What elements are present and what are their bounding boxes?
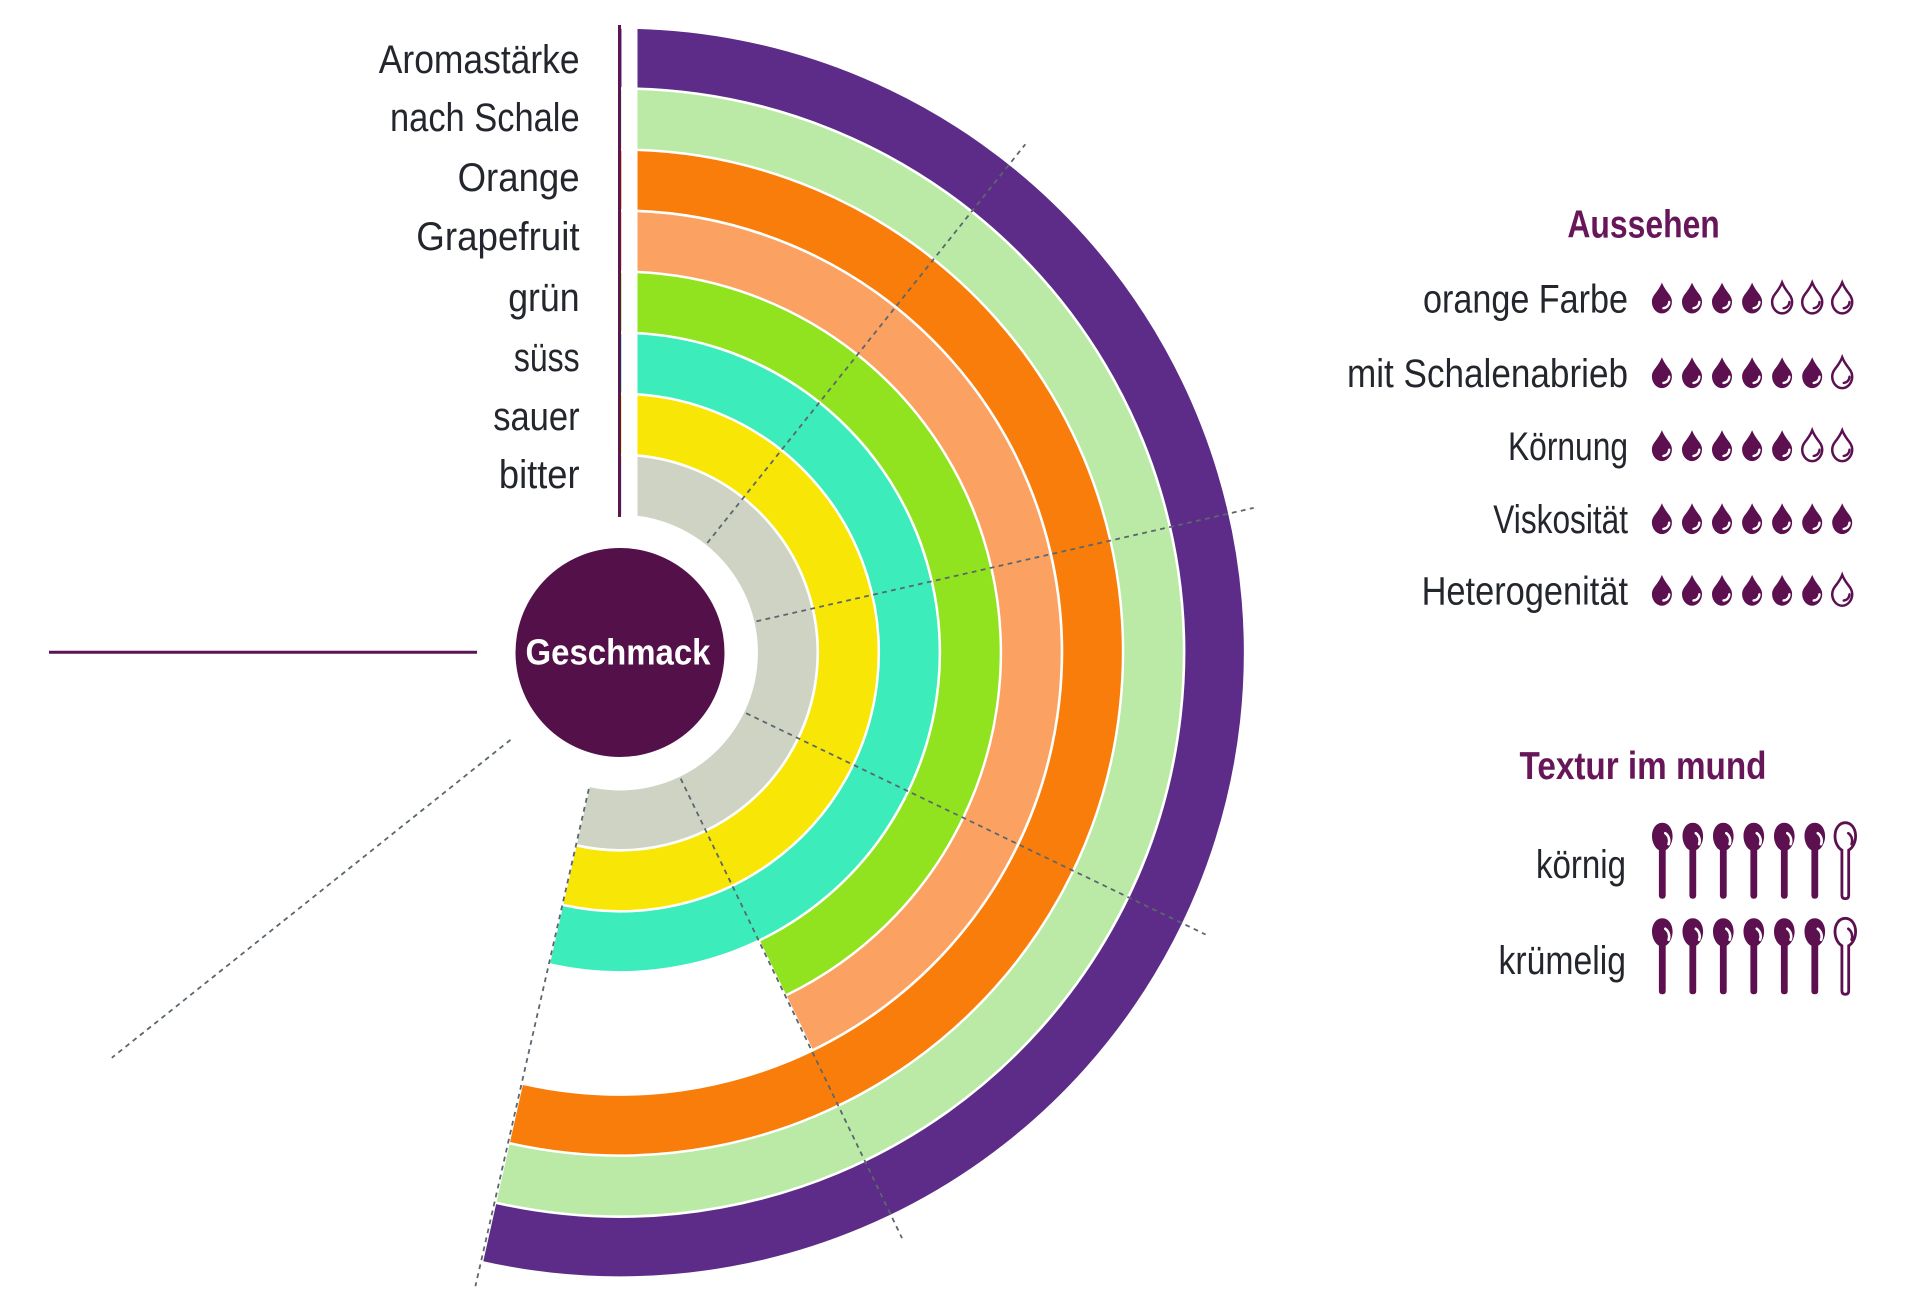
svg-text:Körnung: Körnung: [1508, 425, 1628, 469]
svg-text:Orange: Orange: [458, 156, 580, 200]
svg-text:süss: süss: [514, 336, 580, 380]
svg-text:orange Farbe: orange Farbe: [1423, 277, 1628, 321]
svg-text:Aromastärke: Aromastärke: [379, 38, 580, 82]
svg-text:Geschmack: Geschmack: [526, 631, 712, 672]
svg-text:nach Schale: nach Schale: [390, 96, 580, 140]
svg-text:Heterogenität: Heterogenität: [1422, 570, 1628, 614]
svg-text:Aussehen: Aussehen: [1567, 204, 1719, 247]
svg-text:körnig: körnig: [1536, 843, 1626, 887]
svg-text:mit Schalenabrieb: mit Schalenabrieb: [1347, 352, 1628, 396]
svg-text:bitter: bitter: [499, 453, 580, 497]
svg-text:sauer: sauer: [493, 395, 579, 439]
svg-text:Viskosität: Viskosität: [1493, 498, 1628, 542]
svg-text:Grapefruit: Grapefruit: [416, 215, 579, 259]
svg-text:krümelig: krümelig: [1499, 939, 1627, 983]
svg-text:Textur im mund: Textur im mund: [1520, 745, 1767, 788]
svg-text:grün: grün: [508, 276, 579, 320]
